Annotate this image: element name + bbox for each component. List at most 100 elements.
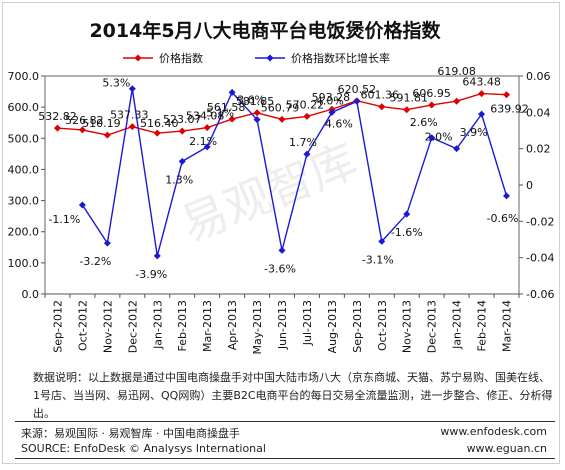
y-left-tick-label: 500.0 — [8, 132, 40, 145]
legend-marker-2 — [266, 54, 274, 62]
series-1-data-label: 619.08 — [437, 65, 476, 78]
series-2-data-label: -1.6% — [391, 226, 423, 239]
series-1-marker — [253, 109, 261, 117]
series-1-marker — [203, 124, 211, 132]
x-tick-label: Jan-2014 — [451, 300, 464, 350]
label-layer: 532.82526.82510.19537.33516.40523.07534.… — [38, 65, 529, 281]
series-1-marker — [453, 97, 461, 105]
y-right-tick-label: 0.02 — [526, 143, 551, 156]
series-1-marker — [378, 103, 386, 111]
x-tick-label: May-2013 — [251, 300, 264, 355]
x-tick-label: Oct-2013 — [376, 300, 389, 351]
series-2-marker — [253, 116, 261, 124]
data-note: 数据说明：以上数据是通过中国电商操盘手对中国大陆市场八大（京东商城、天猫、苏宁易… — [33, 371, 553, 420]
series-2-marker — [153, 252, 161, 260]
series-2-data-label: 4.6% — [325, 117, 353, 130]
y-left-tick-label: 0.0 — [22, 288, 40, 301]
series-1-marker — [103, 131, 111, 139]
series-2-marker — [128, 85, 136, 93]
series-1-data-label: 510.19 — [82, 117, 121, 130]
footer-rule-top — [15, 421, 555, 422]
series-1-data-label: 606.95 — [412, 87, 451, 100]
x-tick-label: Dec-2012 — [126, 300, 139, 353]
series-1-marker — [428, 101, 436, 109]
series-2-marker — [503, 192, 511, 200]
series-1-data-label: 523.07 — [163, 113, 202, 126]
series-2-data-label: -3.2% — [79, 255, 111, 268]
series-2-data-label: 3.6% — [237, 94, 265, 107]
series-1-data-label: 534.08 — [186, 110, 225, 123]
series-1-data-label: 581.85 — [236, 95, 275, 108]
y-left-tick-label: 600.0 — [8, 101, 40, 114]
x-tick-label: Mar-2013 — [201, 300, 214, 352]
series-2-marker — [403, 210, 411, 218]
series-2-marker — [428, 134, 436, 142]
legend-label-1: 价格指数 — [159, 51, 203, 65]
series-1-data-label: 639.92 — [490, 103, 529, 116]
x-tick-label: Jun-2013 — [276, 300, 289, 350]
series-2-data-label: 1.7% — [289, 136, 317, 149]
y-right-tick-label: -0.02 — [526, 215, 554, 228]
footer-rule-bottom — [15, 458, 555, 459]
series-2-marker — [278, 246, 286, 254]
y-right-tick-label: -0.04 — [526, 252, 554, 265]
x-tick-label: Oct-2012 — [76, 300, 89, 351]
y-right-tick-label: 0 — [526, 179, 533, 192]
series-1-marker — [128, 123, 136, 131]
series-2-data-label: 2.1% — [189, 135, 217, 148]
watermark: 易观智库 — [173, 133, 364, 252]
series-2-marker — [353, 97, 361, 105]
y-left-tick-label: 700.0 — [8, 70, 40, 83]
series-2-data-label: -0.6% — [487, 212, 519, 225]
series-1-marker — [303, 112, 311, 120]
series-2-data-label: 2.6% — [410, 116, 438, 129]
x-tick-label: Jan-2013 — [151, 300, 164, 350]
series-layer — [53, 85, 511, 260]
x-tick-label: Jul-2013 — [301, 300, 314, 346]
series-2-marker — [178, 157, 186, 165]
y-right-tick-label: 0.06 — [526, 70, 551, 83]
series-1-data-label: 560.79 — [261, 101, 300, 114]
series-1-data-label: 570.22 — [286, 98, 325, 111]
series-2-data-label: -3.6% — [264, 262, 296, 275]
series-1-marker — [503, 91, 511, 99]
series-2-data-label: 2.0% — [425, 131, 453, 144]
series-2-marker — [103, 239, 111, 247]
price-index-chart: 2014年5月八大电商平台电饭煲价格指数 易观智库 价格指数 价格指数环比增长率 … — [8, 19, 555, 355]
series-1-data-label: 601.36 — [361, 89, 400, 102]
series-2-data-label: -3.9% — [135, 268, 167, 281]
series-1-marker — [478, 90, 486, 98]
series-1-marker — [78, 126, 86, 134]
series-1-data-label: 561.58 — [207, 101, 246, 114]
series-1-data-label: 620.52 — [338, 83, 377, 96]
url-enfodesk: www.enfodesk.com — [440, 425, 547, 438]
source-en: SOURCE: EnfoDesk © Analysys Internationa… — [21, 442, 266, 455]
series-1-marker — [53, 124, 61, 132]
series-2-marker — [78, 201, 86, 209]
source-cn: 来源：易观国际 · 易观智库 · 中国电商操盘手 — [21, 427, 240, 440]
series-2-marker — [303, 150, 311, 158]
x-tick-label: Sep-2012 — [51, 300, 64, 353]
series-2-data-label: -3.1% — [362, 253, 394, 266]
series-1-data-label: 526.82 — [65, 114, 104, 127]
series-1-data-label: 532.82 — [38, 110, 77, 123]
series-1-marker — [153, 129, 161, 137]
series-2-data-label: 5.1% — [206, 106, 234, 119]
series-1-data-label: 643.48 — [462, 76, 501, 89]
series-2-marker — [453, 145, 461, 153]
x-tick-label: Nov-2012 — [101, 300, 114, 353]
y-left-tick-label: 200.0 — [8, 226, 40, 239]
x-tick-label: Nov-2013 — [401, 300, 414, 353]
series-2-marker — [228, 88, 236, 96]
x-tick-label: Dec-2013 — [426, 300, 439, 353]
y-right-tick-label: -0.06 — [526, 288, 554, 301]
x-tick-label: Sep-2013 — [351, 300, 364, 353]
legend: 价格指数 价格指数环比增长率 — [123, 51, 390, 65]
y-left-tick-label: 400.0 — [8, 163, 40, 176]
series-1-data-label: 537.33 — [110, 109, 149, 122]
legend-label-2: 价格指数环比增长率 — [291, 51, 390, 65]
x-tick-label: Mar-2014 — [501, 300, 514, 352]
axes: 0.0 100.0 200.0 300.0 400.0 500.0 600.0 700.0 0.… — [8, 70, 555, 355]
series-2-marker — [478, 110, 486, 118]
y-left-tick-label: 300.0 — [8, 195, 40, 208]
